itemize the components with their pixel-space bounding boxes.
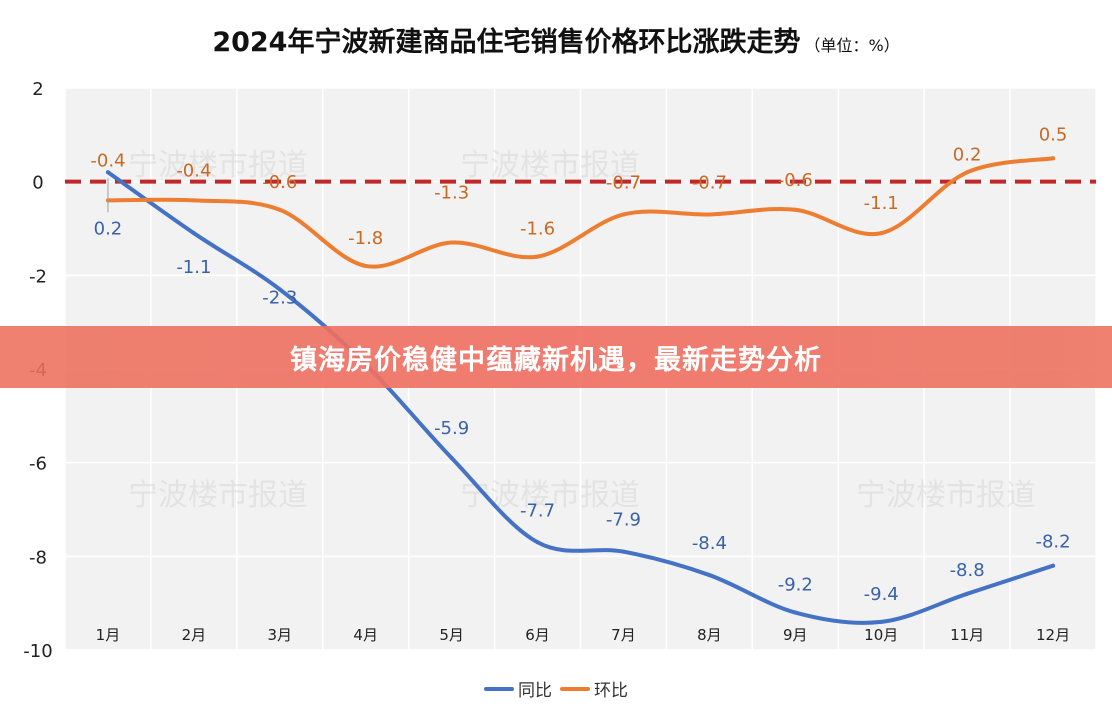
- data-label-mom: -0.4: [90, 150, 125, 171]
- data-label-yoy: -7.9: [606, 510, 641, 531]
- data-label-mom: -1.1: [864, 193, 899, 214]
- x-category-label: 12月: [1036, 626, 1070, 644]
- legend-item-yoy: 同比: [484, 676, 552, 701]
- y-tick-label: 2: [32, 79, 43, 100]
- x-category-label: 10月: [864, 626, 898, 644]
- data-point-mom: [621, 212, 626, 217]
- y-tick-label: -2: [29, 266, 47, 287]
- legend-label-mom: 环比: [594, 681, 628, 701]
- chart-title: 2024年宁波新建商品住宅销售价格环比涨跌走势 （单位：%）: [0, 20, 1112, 59]
- data-point-yoy: [1051, 563, 1056, 568]
- data-point-mom: [363, 263, 368, 268]
- data-label-mom: -0.6: [778, 170, 813, 191]
- y-tick-label: -10: [23, 641, 52, 662]
- headline-text: 镇海房价稳健中蕴藏新机遇，最新走势分析: [290, 344, 822, 376]
- data-point-mom: [879, 231, 884, 236]
- data-label-mom: -1.6: [520, 219, 555, 240]
- data-label-yoy: 0.2: [94, 218, 123, 239]
- watermark-text: 宁波楼市报道: [128, 478, 308, 513]
- y-tick-label: -8: [29, 547, 47, 568]
- watermark-text: 宁波楼市报道: [128, 148, 308, 183]
- data-point-yoy: [707, 573, 712, 578]
- data-label-yoy: -7.7: [520, 500, 555, 521]
- data-label-yoy: -8.8: [950, 560, 985, 581]
- watermark-text: 宁波楼市报道: [460, 478, 640, 513]
- data-label-yoy: -8.4: [692, 533, 727, 554]
- chart-unit: （单位：%）: [804, 36, 900, 55]
- data-label-mom: -0.7: [692, 172, 727, 193]
- x-category-label: 3月: [268, 626, 293, 644]
- y-tick-label: 0: [32, 173, 43, 194]
- data-point-yoy: [191, 231, 196, 236]
- data-label-yoy: -2.3: [262, 287, 297, 308]
- y-tick-label: -6: [29, 454, 47, 475]
- data-point-mom: [1051, 156, 1056, 161]
- data-point-yoy: [449, 455, 454, 460]
- x-category-label: 1月: [96, 626, 121, 644]
- headline-banner: 镇海房价稳健中蕴藏新机遇，最新走势分析: [0, 326, 1112, 388]
- data-label-yoy: -1.1: [176, 257, 211, 278]
- data-point-yoy: [621, 549, 626, 554]
- x-category-label: 11月: [950, 626, 984, 644]
- x-category-label: 4月: [353, 626, 378, 644]
- data-label-mom: -0.7: [606, 172, 641, 193]
- series-line-mom: [105, 156, 1056, 269]
- data-point-yoy: [535, 540, 540, 545]
- data-label-mom: 0.5: [1039, 124, 1068, 145]
- x-category-label: 7月: [611, 626, 636, 644]
- data-point-mom: [965, 170, 970, 175]
- x-category-label: 5月: [439, 626, 464, 644]
- legend-swatch-mom: [560, 686, 590, 691]
- data-point-yoy: [965, 591, 970, 596]
- x-category-label: 8月: [697, 626, 722, 644]
- x-category-label: 6月: [525, 626, 550, 644]
- data-label-yoy: -5.9: [434, 418, 469, 439]
- data-point-mom: [535, 254, 540, 259]
- data-point-mom: [277, 207, 282, 212]
- data-label-mom: -1.8: [348, 228, 383, 249]
- data-point-yoy: [277, 287, 282, 292]
- data-point-mom: [793, 207, 798, 212]
- legend-label-yoy: 同比: [518, 681, 552, 701]
- chart-title-text: 2024年宁波新建商品住宅销售价格环比涨跌走势: [212, 27, 801, 58]
- data-label-mom: -0.4: [176, 160, 211, 181]
- data-label-yoy: -9.4: [864, 584, 899, 605]
- data-label-mom: -1.3: [434, 183, 469, 204]
- chart-legend: 同比 环比: [0, 676, 1112, 701]
- x-category-label: 9月: [783, 626, 808, 644]
- data-point-mom: [707, 212, 712, 217]
- watermark-text: 宁波楼市报道: [460, 148, 640, 183]
- legend-item-mom: 环比: [560, 676, 628, 701]
- x-category-label: 2月: [182, 626, 207, 644]
- data-label-mom: 0.2: [953, 144, 982, 165]
- data-point-yoy: [879, 619, 884, 624]
- data-label-yoy: -9.2: [778, 575, 813, 596]
- data-point-yoy: [793, 610, 798, 615]
- data-label-mom: -0.6: [262, 172, 297, 193]
- legend-swatch-yoy: [484, 686, 514, 691]
- data-point-mom: [191, 198, 196, 203]
- data-label-yoy: -8.2: [1035, 532, 1070, 553]
- data-point-mom: [449, 240, 454, 245]
- data-point-yoy: [105, 170, 110, 175]
- watermark-text: 宁波楼市报道: [856, 478, 1036, 513]
